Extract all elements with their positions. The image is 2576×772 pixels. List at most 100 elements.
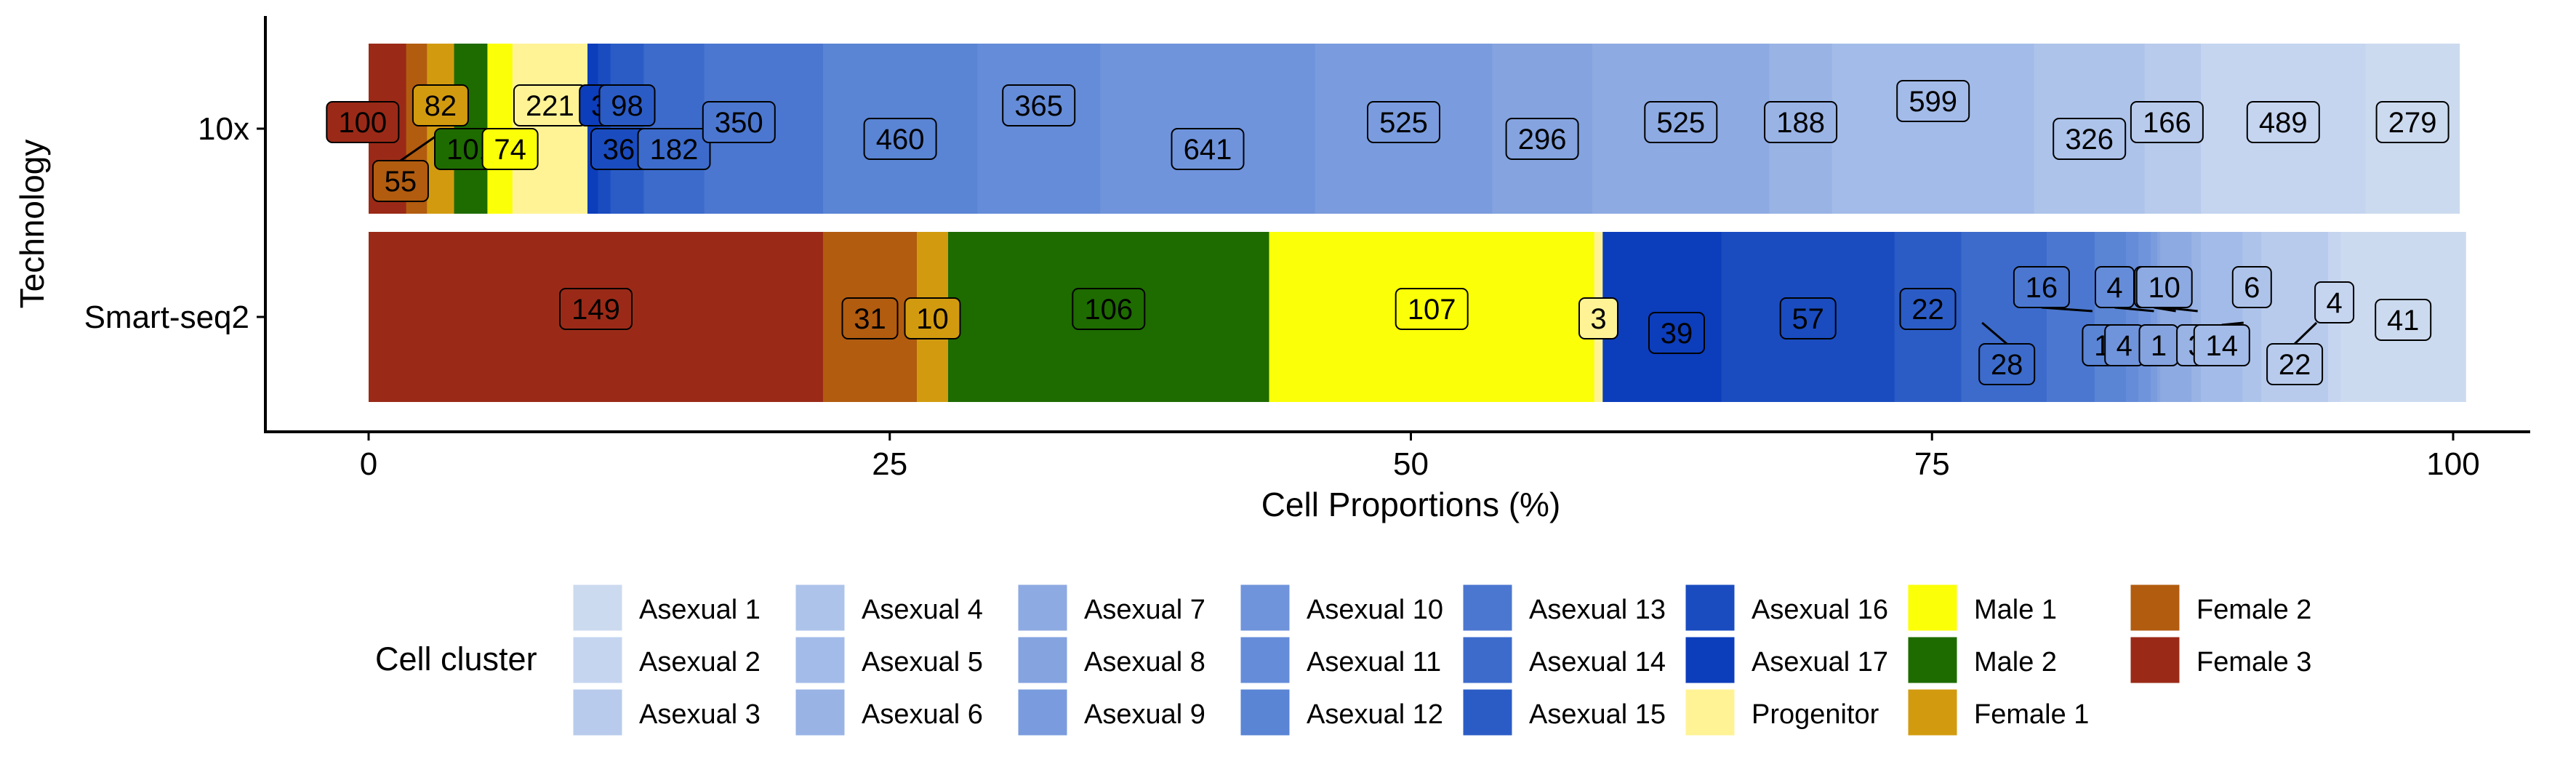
legend-label: Asexual 13	[1529, 595, 1666, 625]
segment-label-box	[1978, 343, 2036, 385]
segment-label-text: 365	[1014, 90, 1063, 122]
segment-label-box	[559, 288, 633, 330]
x-tick-label: 0	[360, 446, 377, 482]
segment-label-text: 221	[526, 90, 574, 122]
legend-label: Male 1	[1974, 595, 2057, 625]
bar-segment-smart-seq2-asexual-5	[2201, 232, 2243, 402]
legend-swatch	[793, 635, 847, 685]
legend-swatch	[793, 687, 847, 738]
legend-label: Asexual 16	[1752, 595, 1888, 625]
segment-label-smart-seq2-asexual-2: 4	[2314, 281, 2355, 323]
legend-item-asexual-2: Asexual 2	[571, 635, 761, 685]
segment-label-smart-seq2-asexual-5: 14	[2193, 324, 2250, 366]
segment-label-10x-asexual-8: 296	[1505, 118, 1579, 160]
segment-label-text: 188	[1776, 107, 1825, 139]
segment-label-text: 10	[2148, 272, 2180, 304]
segment-label-text: 326	[2065, 124, 2114, 156]
segment-label-10x-asexual-4: 326	[2053, 118, 2127, 160]
legend-item-asexual-11: Asexual 11	[1238, 635, 1441, 685]
segment-label-text: 599	[1909, 86, 1957, 118]
segment-label-10x-female-1: 82	[412, 84, 469, 126]
segment-label-smart-seq2-asexual-15: 22	[1899, 288, 1957, 330]
segment-label-box	[2130, 101, 2204, 143]
segment-label-smart-seq2-asexual-13: 16	[2013, 266, 2070, 308]
segment-label-10x-asexual-1: 279	[2375, 101, 2449, 143]
segment-label-10x-female-3: 100	[326, 101, 400, 143]
segment-label-box	[481, 128, 539, 170]
legend-label: Asexual 1	[639, 595, 761, 625]
segment-label-box	[1779, 297, 1837, 339]
segment-label-smart-seq2-progenitor: 3	[1578, 297, 1618, 339]
legend-item-male-1: Male 1	[1906, 582, 2057, 633]
segment-label-box	[412, 84, 469, 126]
segment-label-10x-male-1: 74	[481, 128, 539, 170]
legend-item-female-3: Female 3	[2128, 635, 2311, 685]
segment-label-box	[2193, 324, 2250, 366]
segment-label-smart-seq2-asexual-8: 1	[2138, 324, 2179, 366]
legend-label: Progenitor	[1752, 699, 1879, 730]
segment-label-text: 28	[1991, 349, 2023, 381]
segment-label-box	[1395, 288, 1469, 330]
segment-label-box	[2231, 266, 2272, 308]
segment-label-box	[1644, 101, 1718, 143]
segment-label-text: 350	[715, 107, 763, 139]
segment-label-10x-progenitor: 221	[513, 84, 587, 126]
segment-label-box	[1505, 118, 1579, 160]
segment-label-box	[1367, 101, 1440, 143]
segment-label-text: 82	[425, 90, 457, 122]
legend-swatch	[2128, 635, 2182, 685]
segment-label-10x-asexual-15: 98	[598, 84, 656, 126]
segment-label-text: 16	[2026, 272, 2058, 304]
segment-label-box	[2135, 266, 2193, 308]
legend-swatch	[571, 687, 625, 738]
segment-label-text: 57	[1791, 303, 1824, 335]
segment-label-box	[2266, 343, 2324, 385]
segment-label-10x-asexual-9: 525	[1367, 101, 1440, 143]
legend-item-asexual-7: Asexual 7	[1016, 582, 1205, 633]
legend-label: Asexual 9	[1084, 699, 1205, 730]
legend-swatch	[1016, 582, 1070, 633]
segment-label-box	[904, 297, 961, 339]
segment-label-10x-asexual-3: 166	[2130, 101, 2204, 143]
segment-label-box	[1072, 288, 1146, 330]
legend-swatch	[793, 582, 847, 633]
legend-swatch	[1016, 687, 1070, 738]
legend-label: Asexual 12	[1307, 699, 1443, 730]
legend-item-male-2: Male 2	[1906, 635, 2057, 685]
legend-swatch	[1906, 635, 1959, 685]
segment-label-smart-seq2-female-2: 31	[841, 297, 899, 339]
bar-segment-smart-seq2-asexual-13	[2046, 232, 2095, 402]
legend-title: Cell cluster	[375, 640, 537, 677]
segment-label-text: 98	[611, 90, 643, 122]
segment-label-text: 22	[1911, 294, 1944, 326]
segment-label-text: 525	[1379, 107, 1428, 139]
legend-swatch	[571, 635, 625, 685]
segment-label-text: 41	[2387, 305, 2420, 337]
segment-label-box	[1002, 84, 1076, 126]
segment-label-box	[1899, 288, 1957, 330]
legend-item-female-1: Female 1	[1906, 687, 2089, 738]
legend-item-asexual-16: Asexual 16	[1683, 582, 1888, 633]
segment-label-smart-seq2-asexual-16: 57	[1779, 297, 1837, 339]
legend-label: Female 3	[2196, 647, 2311, 677]
legend-item-asexual-5: Asexual 5	[793, 635, 983, 685]
segment-label-box	[702, 101, 776, 143]
legend-swatch	[571, 582, 625, 633]
legend-swatch	[1238, 687, 1292, 738]
segment-label-text: 489	[2259, 107, 2308, 139]
segment-label-text: 39	[1661, 318, 1693, 350]
segment-label-text: 36	[603, 134, 635, 166]
segment-label-text: 107	[1408, 294, 1456, 326]
segment-label-smart-seq2-asexual-3: 22	[2266, 343, 2324, 385]
segment-label-text: 3	[1590, 303, 1606, 335]
segment-label-smart-seq2-asexual-10: 4	[2104, 324, 2145, 366]
bar-segment-smart-seq2-asexual-7	[2160, 232, 2192, 402]
segment-label-text: 14	[2206, 330, 2239, 362]
segment-label-smart-seq2-asexual-14: 28	[1978, 343, 2036, 385]
bar-segment-10x-asexual-5	[1831, 44, 2035, 214]
axes	[264, 16, 2530, 433]
bar-segment-smart-seq2-asexual-10	[2138, 232, 2151, 402]
legend-item-progenitor: Progenitor	[1683, 687, 1879, 738]
segment-label-box	[1896, 80, 1970, 122]
